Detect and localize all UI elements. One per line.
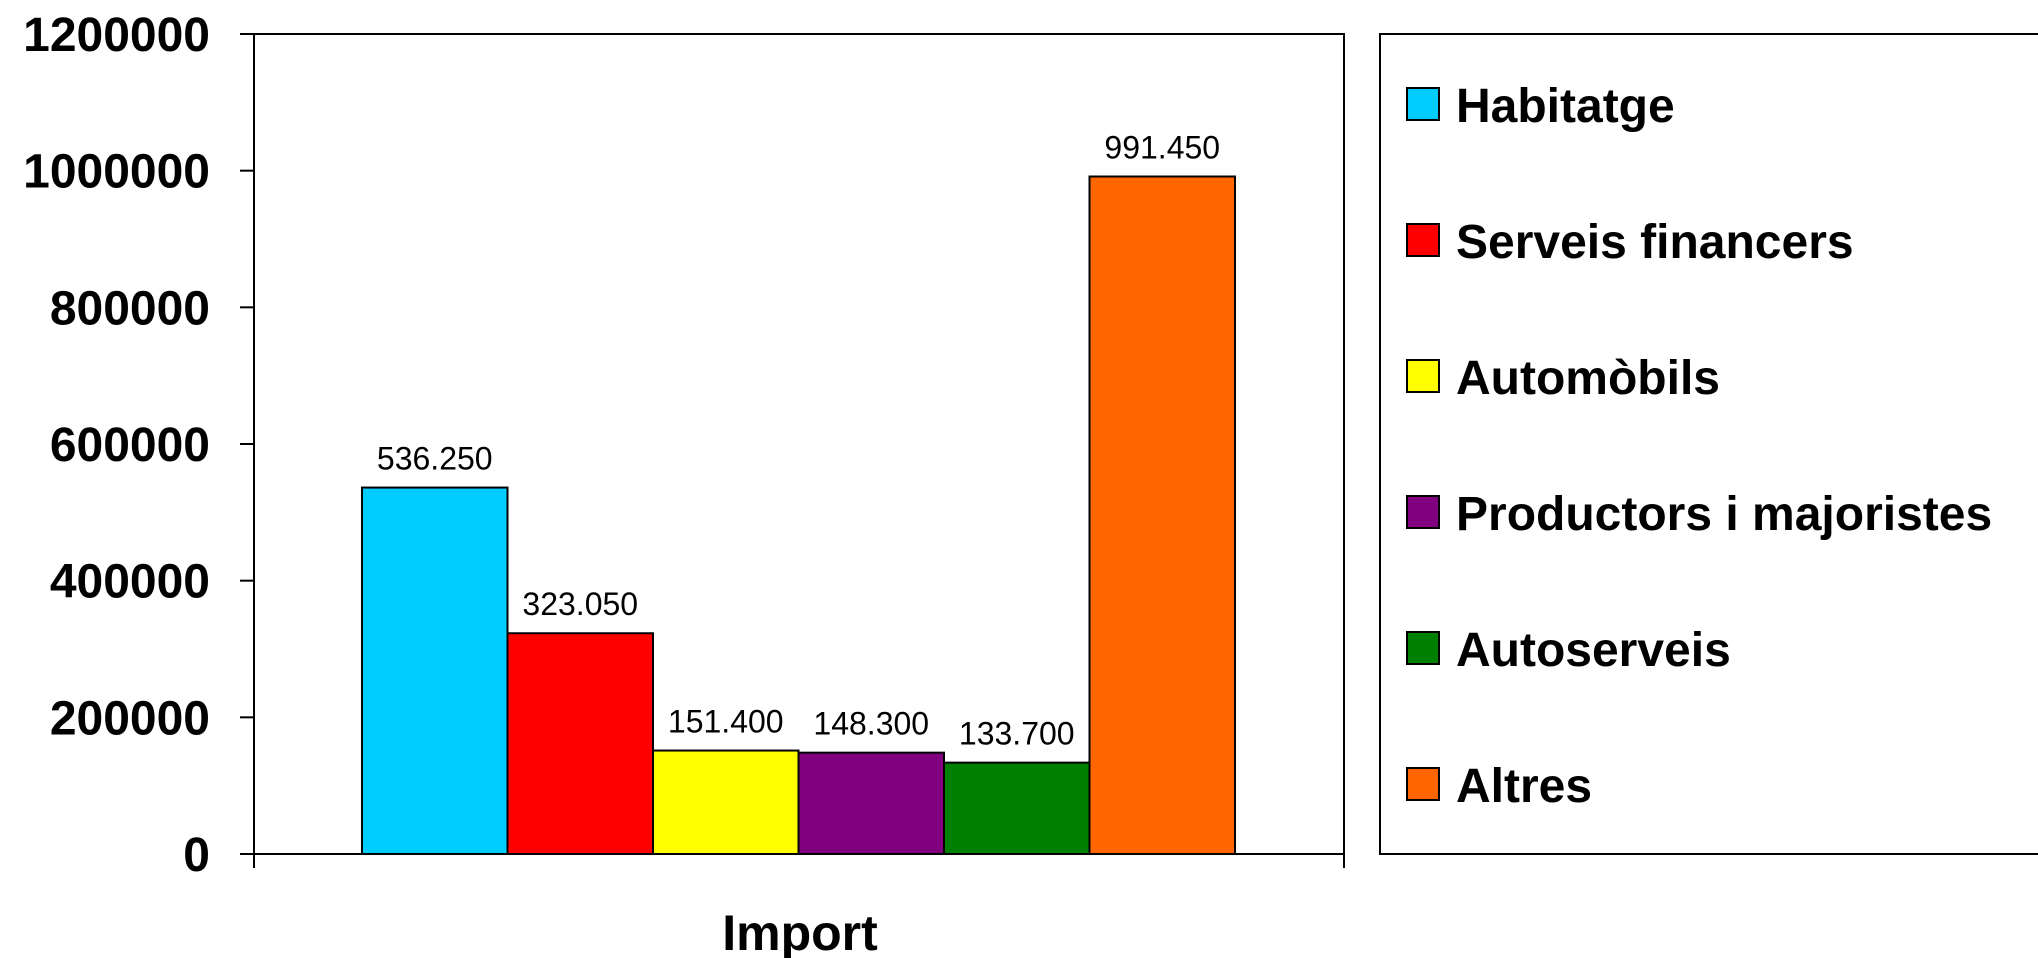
y-tick-label: 1200000 <box>23 9 210 62</box>
legend-entry-4: Autoserveis <box>1456 624 1731 677</box>
legend-swatch-0 <box>1406 87 1440 121</box>
legend-entry-2: Automòbils <box>1456 352 1720 405</box>
legend-swatch-3 <box>1406 495 1440 529</box>
legend: Habitatge Serveis financers Automòbils Prod… <box>1406 80 1992 813</box>
legend-swatch-1 <box>1406 223 1440 257</box>
data-label-3: 148.300 <box>813 706 929 742</box>
y-tick-label: 800000 <box>50 282 210 335</box>
legend-entry-5: Altres <box>1456 760 1592 813</box>
legend-entry-3: Productors i majoristes <box>1456 488 1992 541</box>
data-label-0: 536.250 <box>377 441 493 477</box>
data-label-5: 991.450 <box>1104 130 1220 166</box>
legend-swatch-2 <box>1406 359 1440 393</box>
y-tick-label: 600000 <box>50 419 210 472</box>
legend-swatch-5 <box>1406 767 1440 801</box>
bar-4 <box>943 761 1091 855</box>
bar-3 <box>797 751 945 856</box>
y-axis-ticks: 0 200000 400000 600000 800000 1000000 1200000 <box>23 9 254 882</box>
y-tick-label: 0 <box>183 829 210 882</box>
legend-frame <box>1379 33 2038 855</box>
legend-swatch-4 <box>1406 631 1440 665</box>
data-label-2: 151.400 <box>668 704 784 740</box>
bar-1 <box>506 632 654 855</box>
bar-0 <box>361 486 509 855</box>
y-tick-label: 400000 <box>50 556 210 609</box>
data-label-4: 133.700 <box>959 716 1075 752</box>
x-category-label: Import <box>722 905 878 958</box>
legend-entry-0: Habitatge <box>1456 80 1675 133</box>
y-tick-label: 1000000 <box>23 146 210 199</box>
bar-2 <box>652 749 800 855</box>
bar-5 <box>1088 175 1236 856</box>
bar-series: 536.250 323.050 151.400 148.300 133.700 991.4… <box>361 130 1236 856</box>
legend-entry-1: Serveis financers <box>1456 216 1854 269</box>
data-label-1: 323.050 <box>522 586 638 622</box>
y-tick-label: 200000 <box>50 692 210 745</box>
